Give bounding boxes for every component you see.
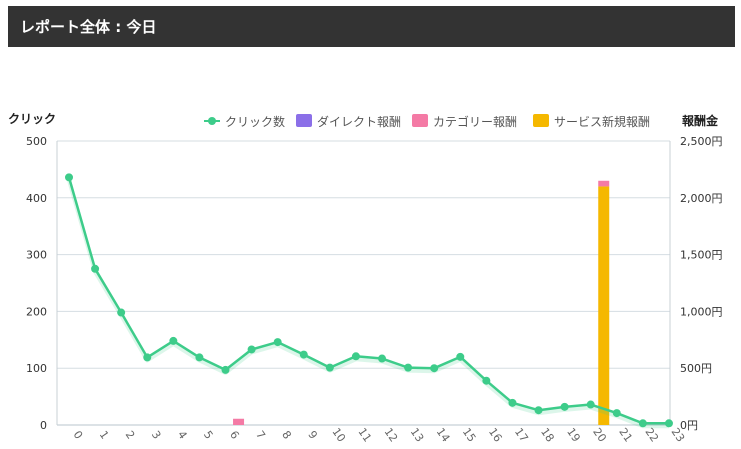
x-tick-label: 17: [512, 426, 531, 445]
legend-marker: [296, 114, 312, 127]
report-title: レポート全体 : 今日: [20, 18, 157, 36]
clicks-point: [378, 354, 387, 363]
clicks-line-shadow: [67, 179, 669, 429]
clicks-point: [586, 400, 595, 409]
x-tick-label: 16: [486, 426, 505, 445]
right-tick-label: 1,000円: [680, 305, 723, 318]
left-tick-label: 0: [40, 419, 47, 432]
service-new-reward-bar: [598, 186, 610, 425]
legend-label: ダイレクト報酬: [317, 114, 401, 129]
x-tick-label: 1: [97, 428, 112, 441]
clicks-point: [456, 352, 465, 361]
legend-marker: [533, 114, 549, 127]
report-header: レポート全体 : 今日: [8, 6, 735, 47]
axes: 01002003004005000円500円1,000円1,500円2,000円…: [8, 112, 723, 444]
clicks-point: [195, 353, 204, 362]
left-tick-label: 500: [26, 135, 47, 148]
left-tick-label: 100: [26, 362, 47, 375]
clicks-point: [325, 363, 334, 372]
reward-bars: [233, 180, 610, 425]
right-tick-label: 1,500円: [680, 249, 723, 262]
x-tick-label: 11: [355, 426, 374, 445]
clicks-point: [664, 419, 673, 428]
clicks-point: [560, 402, 569, 411]
x-tick-label: 18: [538, 426, 557, 445]
clicks-point: [612, 409, 621, 418]
legend-marker: [412, 114, 428, 127]
grid-lines: [56, 140, 671, 426]
clicks-point: [221, 365, 230, 374]
clicks-point: [534, 406, 543, 415]
left-tick-label: 400: [26, 192, 47, 205]
x-tick-label: 0: [71, 428, 86, 441]
x-tick-label: 6: [227, 428, 242, 441]
clicks-series: [65, 173, 673, 429]
x-tick-label: 20: [590, 426, 609, 445]
legend-label: カテゴリー報酬: [433, 114, 517, 129]
x-tick-label: 9: [305, 428, 320, 441]
x-tick-label: 21: [616, 426, 635, 445]
clicks-point: [65, 173, 73, 182]
clicks-point: [299, 350, 308, 359]
x-tick-label: 13: [408, 426, 427, 445]
clicks-point: [404, 363, 413, 372]
clicks-point: [91, 264, 100, 273]
left-axis-title: クリック: [8, 112, 56, 126]
clicks-point: [430, 364, 439, 373]
right-tick-label: 2,000円: [680, 192, 723, 205]
x-tick-label: 8: [279, 428, 294, 441]
chart-legend: クリック数 ダイレクト報酬 カテゴリー報酬 サービス新規報酬: [204, 114, 650, 129]
right-tick-label: 2,500円: [680, 135, 723, 148]
x-tick-label: 2: [123, 428, 138, 441]
left-tick-label: 300: [26, 249, 47, 262]
clicks-point: [169, 336, 178, 345]
category-reward-bar: [233, 418, 245, 425]
x-tick-label: 19: [564, 426, 583, 445]
legend-label: サービス新規報酬: [554, 114, 650, 129]
x-tick-label: 15: [460, 426, 479, 445]
legend-label: クリック数: [225, 114, 285, 129]
clicks-point: [508, 398, 517, 407]
clicks-point: [247, 345, 256, 354]
right-axis-title: 報酬金: [682, 113, 719, 128]
x-tick-label: 4: [175, 428, 190, 441]
legend-marker: [208, 117, 216, 125]
clicks-point: [143, 353, 152, 362]
x-tick-label: 7: [253, 428, 268, 441]
x-tick-label: 22: [642, 426, 661, 445]
x-tick-label: 12: [382, 426, 401, 445]
clicks-point: [482, 376, 491, 385]
clicks-line: [67, 177, 669, 425]
clicks-point: [273, 338, 282, 347]
x-tick-label: 14: [434, 426, 453, 445]
left-tick-label: 200: [26, 305, 47, 318]
right-tick-label: 0円: [680, 419, 698, 432]
right-tick-label: 500円: [680, 362, 712, 375]
clicks-point: [117, 308, 126, 317]
x-tick-label: 10: [329, 426, 348, 445]
clicks-point: [351, 352, 360, 361]
x-tick-label: 3: [149, 428, 164, 441]
clicks-point: [638, 419, 647, 428]
x-tick-label: 5: [201, 428, 216, 441]
category-reward-bar: [598, 180, 610, 187]
